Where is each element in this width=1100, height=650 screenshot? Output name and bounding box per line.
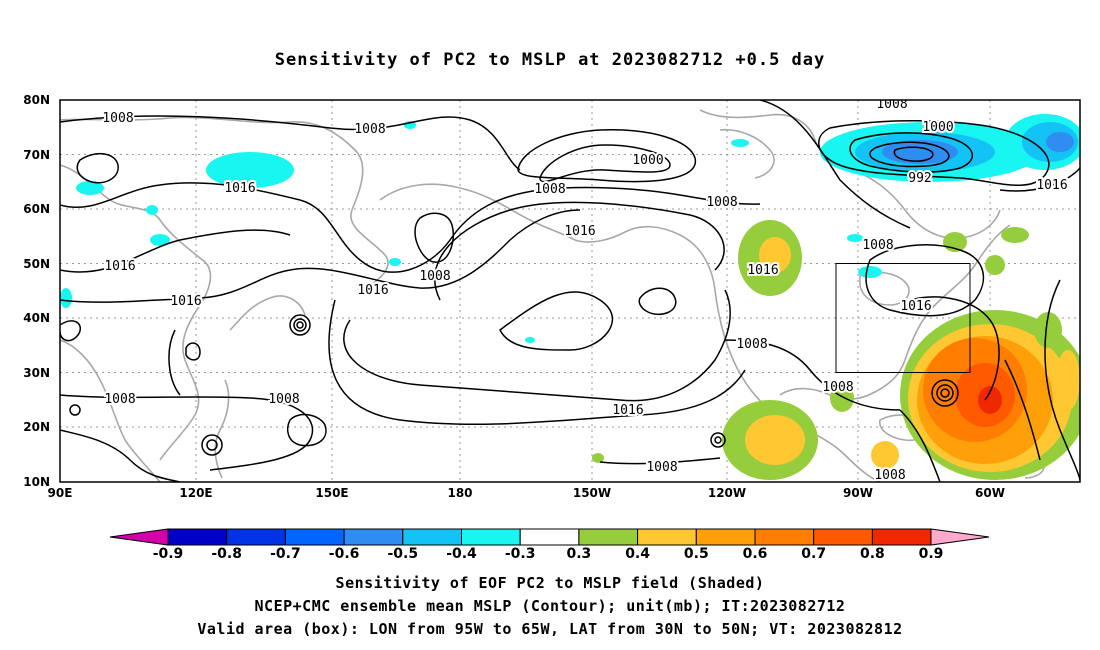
- contour-label: 1016: [747, 263, 778, 278]
- colorbar-cell: [226, 528, 286, 546]
- colorbar-cell: [930, 528, 990, 546]
- footer-line-3: Valid area (box): LON from 95W to 65W, L…: [197, 620, 903, 638]
- colorbar-label: 0.4: [625, 546, 650, 562]
- contour-label: 1016: [900, 299, 931, 314]
- colorbar-label: 0.9: [919, 546, 944, 562]
- colorbar-cell: [637, 528, 697, 546]
- colorbar-cell: [519, 528, 580, 546]
- colorbar-label: -0.8: [211, 546, 242, 562]
- colorbar-labels: -0.9 -0.8 -0.7 -0.6 -0.5 -0.4 -0.3 0.3 0…: [153, 546, 944, 562]
- colorbar-cell: [343, 528, 404, 546]
- low-pressure-centers: [69, 314, 959, 456]
- colorbar-label: -0.7: [270, 546, 301, 562]
- lon-label: 90W: [843, 486, 873, 500]
- lat-label: 70N: [23, 148, 50, 162]
- positive-shading: [592, 220, 1080, 480]
- contour-label: 1016: [170, 294, 201, 309]
- contour-label: 1008: [534, 182, 565, 197]
- colorbar-cell: [461, 528, 521, 546]
- colorbar-label: 0.5: [684, 546, 709, 562]
- colorbar-cell: [813, 528, 873, 546]
- lat-label: 50N: [23, 257, 50, 271]
- contour-label: 1008: [646, 460, 677, 475]
- colorbar-label: -0.3: [505, 546, 536, 562]
- contour-label: 1016: [612, 403, 643, 418]
- contour-label: 1000: [922, 120, 953, 135]
- colorbar-cell: [871, 528, 932, 546]
- colorbar-label: 0.7: [801, 546, 826, 562]
- lat-label: 10N: [23, 475, 50, 489]
- lon-label: 60W: [975, 486, 1005, 500]
- map-title: Sensitivity of PC2 to MSLP at 2023082712…: [274, 50, 826, 70]
- colorbar-cell: [578, 528, 639, 546]
- contour-label: 1008: [736, 337, 767, 352]
- lon-label: 150E: [315, 486, 348, 500]
- contour-label: 1016: [564, 224, 595, 239]
- lon-label: 180: [447, 486, 472, 500]
- contour-label: 1008: [876, 97, 907, 112]
- lon-label: 120E: [179, 486, 212, 500]
- colorbar-label: -0.4: [446, 546, 477, 562]
- colorbar-label: 0.6: [743, 546, 768, 562]
- colorbar-label: 0.3: [566, 546, 591, 562]
- colorbar-cell: [402, 528, 462, 546]
- lat-label: 30N: [23, 366, 50, 380]
- lon-label: 120W: [708, 486, 746, 500]
- longitude-labels: 90E 120E 150E 180 150W 120W 90W 60W: [48, 486, 1005, 500]
- contour-label: 1008: [419, 269, 450, 284]
- contour-label: 1008: [104, 392, 135, 407]
- contour-labels: 1008 1008 1016 1000 1008 1008 1008 1000 …: [100, 97, 1069, 483]
- contour-label: 1008: [874, 468, 905, 483]
- contour-label: 1008: [706, 195, 737, 210]
- lat-label: 80N: [23, 93, 50, 107]
- colorbar-cell: [754, 528, 815, 546]
- contour-label: 1016: [104, 259, 135, 274]
- lat-label: 20N: [23, 420, 50, 434]
- colorbar-cell: [284, 528, 345, 546]
- contour-label: 1000: [632, 153, 663, 168]
- colorbar-cell: [695, 528, 756, 546]
- contour-label: 1008: [102, 111, 133, 126]
- footer-line-1: Sensitivity of EOF PC2 to MSLP field (Sh…: [335, 574, 765, 592]
- colorbar-label: -0.9: [153, 546, 184, 562]
- latitude-labels: 80N 70N 60N 50N 40N 30N 20N 10N: [23, 93, 50, 489]
- colorbar-label: -0.5: [387, 546, 418, 562]
- lon-label: 150W: [573, 486, 611, 500]
- mslp-contours: [60, 100, 1080, 482]
- contour-label: 1016: [357, 283, 388, 298]
- contour-label: 1008: [354, 122, 385, 137]
- contour-label: 1008: [822, 380, 853, 395]
- footer-line-2: NCEP+CMC ensemble mean MSLP (Contour); u…: [254, 597, 846, 615]
- contour-label: 1008: [862, 238, 893, 253]
- colorbar: [109, 528, 990, 546]
- colorbar-label: -0.6: [329, 546, 360, 562]
- plot-frame: [59, 99, 1081, 483]
- colorbar-cell: [167, 528, 228, 546]
- contour-label: 1016: [1036, 178, 1067, 193]
- contour-label: 1008: [268, 392, 299, 407]
- lat-label: 60N: [23, 202, 50, 216]
- lon-label: 90E: [48, 486, 73, 500]
- colorbar-cell: [109, 528, 169, 546]
- colorbar-label: 0.8: [860, 546, 885, 562]
- contour-label: 1016: [224, 181, 255, 196]
- valid-area-box: [835, 263, 971, 373]
- lat-label: 40N: [23, 311, 50, 325]
- contour-label: 992: [908, 171, 931, 186]
